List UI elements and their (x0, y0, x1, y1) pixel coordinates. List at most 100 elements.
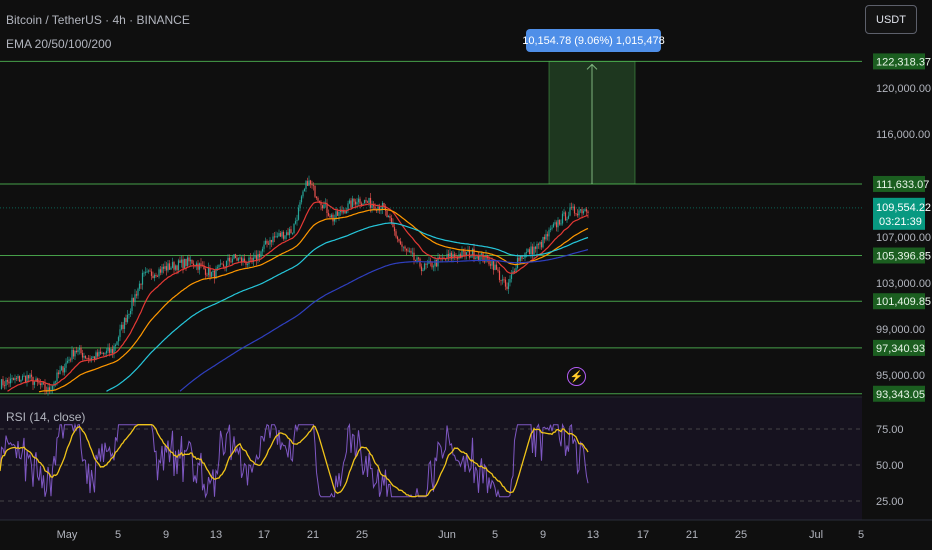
candle-body (123, 318, 126, 329)
candle-body (420, 266, 423, 271)
candle-body (272, 236, 274, 243)
candle-body (144, 271, 147, 273)
ema20-line (7, 201, 589, 392)
candle-body (273, 236, 276, 238)
ema-indicator-label: EMA 20/50/100/200 (6, 37, 112, 51)
candle-body (60, 366, 63, 371)
currency-button[interactable]: USDT (865, 5, 917, 34)
candle-body (218, 264, 220, 268)
candle-body (290, 229, 292, 233)
candle-body (530, 246, 532, 255)
candle-body (33, 381, 36, 385)
horizontal-levels (0, 60, 862, 395)
candle-body (266, 240, 268, 244)
ema50-line (38, 208, 589, 393)
candle-body (365, 200, 367, 202)
time-tick-label: 21 (307, 529, 319, 541)
candle-body (158, 269, 160, 277)
candle-body (572, 206, 574, 208)
candle-body (233, 254, 235, 259)
level-tag-label: 97,340.93 (876, 343, 925, 355)
candle-body (48, 387, 51, 391)
price-tick-label: 99,000.00 (876, 324, 925, 336)
candle-body (297, 207, 300, 220)
candle-body (90, 357, 93, 361)
candle-body (488, 258, 490, 265)
candle-body (515, 268, 517, 272)
candle-body (72, 349, 75, 357)
candle-body (9, 378, 12, 384)
candle-body (366, 201, 369, 203)
candle-body (356, 202, 358, 205)
candle-body (435, 259, 438, 267)
candle-body (96, 352, 99, 357)
price-scale: 120,000.00 116,000.00 103,000.00 99,000.00 9… (862, 0, 932, 550)
time-axis: May 5 9 13 17 21 25 Jun 5 9 13 17 21 25 Jul 5 (0, 519, 932, 541)
candle-body (215, 268, 217, 279)
candle-body (357, 198, 360, 203)
candle-body (164, 266, 166, 269)
candle-body (314, 185, 316, 197)
candle-body (231, 258, 234, 262)
candle-body (402, 246, 405, 248)
candle-body (264, 240, 267, 245)
time-tick-label: Jul (809, 529, 823, 541)
ema-lines (7, 201, 589, 393)
candle-body (294, 221, 297, 224)
lightning-icon[interactable]: ⚡ (567, 367, 586, 386)
candle-body (39, 383, 42, 386)
candle-body (21, 376, 24, 380)
candle-body (507, 282, 510, 289)
candle-body (249, 257, 252, 259)
candle-body (350, 200, 352, 208)
candle-body (242, 258, 244, 263)
candle-body (176, 265, 178, 271)
candle-body (162, 266, 165, 269)
candle-body (482, 253, 484, 262)
time-tick-label: 21 (686, 529, 698, 541)
candle-body (246, 264, 249, 265)
candle-body (78, 347, 81, 350)
candle-body (267, 243, 270, 245)
candle-body (180, 259, 183, 263)
candle-body (387, 215, 390, 218)
candle-body (101, 353, 103, 354)
candle-body (59, 370, 61, 375)
candle-body (230, 261, 232, 263)
candle-body (338, 212, 340, 216)
candle-body (464, 251, 466, 256)
rsi-lines (0, 422, 862, 502)
candle-body (558, 219, 561, 225)
candle-body (528, 249, 531, 255)
candle-body (330, 214, 333, 218)
candle-body (125, 318, 127, 322)
time-tick-label: 13 (210, 529, 222, 541)
candle-body (113, 346, 115, 354)
rsi-tick-label: 75.00 (876, 424, 904, 436)
candle-body (68, 359, 70, 361)
level-tag (873, 247, 925, 264)
candle-body (371, 204, 373, 208)
candle-body (423, 263, 426, 270)
candle-body (513, 271, 516, 272)
candle-body (500, 279, 502, 281)
candle-body (494, 264, 496, 271)
candle-body (554, 222, 556, 224)
candle-body (185, 258, 187, 266)
candle-body (407, 250, 409, 252)
candle-body (204, 269, 207, 275)
candle-body (453, 254, 456, 257)
candle-body (219, 263, 222, 265)
candle-body (293, 223, 295, 233)
candle-body (519, 256, 522, 261)
level-tag-label: 105,396.85 (876, 250, 931, 262)
candle-body (86, 358, 88, 359)
candle-body (309, 180, 312, 185)
candle-body (63, 367, 66, 373)
candle-body (104, 353, 106, 355)
candle-body (200, 263, 202, 266)
candle-body (171, 262, 174, 268)
candle-body (533, 246, 535, 255)
candle-body (321, 205, 324, 209)
